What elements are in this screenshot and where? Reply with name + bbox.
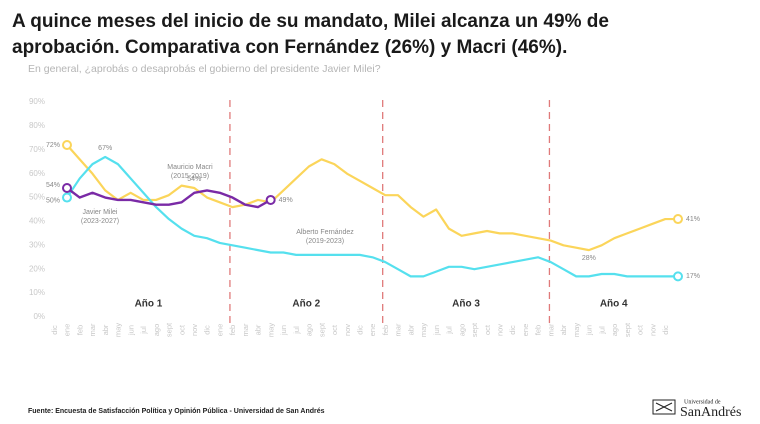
series-period: (2015-2019) [171,173,209,180]
series-name: Alberto Fernández [296,229,354,236]
value-label: 54% [46,182,60,189]
source: Fuente: Encuesta de Satisfacción Polític… [28,408,325,415]
series-period: (2019-2023) [306,238,344,245]
x-tick-label: ene [215,324,224,337]
logo-cross [655,402,673,412]
x-tick-label: oct [636,324,645,335]
y-tick-label: 30% [29,240,45,249]
x-tick-label: abr [254,324,263,335]
y-tick-label: 40% [29,217,45,226]
x-tick-label: ago [457,324,466,337]
series-line [66,155,678,278]
x-tick-label: feb [381,325,390,335]
x-tick-label: ago [152,324,161,337]
x-tick-label: feb [75,325,84,335]
value-label: 72% [46,142,60,149]
value-label: 17% [686,273,700,280]
logo: Universidad de SanAndrés [652,399,741,420]
y-tick-label: 60% [29,169,45,178]
x-tick-label: nov [648,324,657,336]
x-tick-label: dic [50,325,59,335]
x-tick-label: may [419,323,428,337]
x-tick-label: jun [126,325,135,336]
logo-text: Universidad de [684,399,721,405]
x-tick-label: sept [317,322,326,337]
value-label: 54% [187,176,201,183]
y-tick-label: 10% [29,288,45,297]
series-name: Mauricio Macri [167,164,213,171]
x-tick-label: nov [496,324,505,336]
end-point [673,214,683,225]
end-point [62,140,72,150]
x-tick-label: abr [559,324,568,335]
chart-subtitle: En general, ¿aprobás o desaprobás el gob… [28,63,381,75]
x-tick-label: jul [139,326,148,335]
x-tick-label: may [266,323,275,337]
x-tick-label: oct [330,324,339,335]
x-tick-label: jun [432,325,441,336]
x-tick-label: jul [445,326,454,335]
x-tick-label: sept [470,322,479,337]
chart-title: A quince meses del inicio de su mandato,… [12,11,609,32]
x-tick-label: jul [597,326,606,335]
value-label: 50% [46,197,60,204]
x-tick-label: oct [177,324,186,335]
x-tick-label: dic [661,325,670,335]
value-label: 28% [582,255,596,262]
x-tick-label: nov [190,324,199,336]
x-tick-label: ene [521,324,530,337]
end-point [62,192,72,203]
x-tick-label: may [572,323,581,337]
x-tick-label: mar [394,323,403,336]
period-label: Año 3 [452,299,480,310]
y-tick-label: 50% [29,193,45,202]
x-tick-label: ago [610,324,619,337]
x-tick-label: dic [508,325,517,335]
y-tick-label: 0% [33,312,45,321]
x-tick-label: sept [165,322,174,337]
series-name: Javier Milei [82,209,117,216]
y-tick-label: 20% [29,264,45,273]
value-label: 49% [279,197,293,204]
x-tick-label: ago [305,324,314,337]
x-tick-label: mar [241,323,250,336]
x-tick-label: mar [88,323,97,336]
x-tick-label: dic [203,325,212,335]
x-tick-label: oct [483,324,492,335]
x-tick-label: feb [228,325,237,335]
x-tick-label: ene [368,324,377,337]
x-tick-label: abr [101,324,110,335]
x-tick-label: jun [585,325,594,336]
x-tick-label: jul [292,326,301,335]
end-point [265,194,276,205]
value-label: 41% [686,216,700,223]
x-tick-label: mar [546,323,555,336]
x-tick-label: feb [534,325,543,335]
end-point [673,271,683,282]
x-tick-label: sept [623,322,632,337]
x-tick-label: dic [355,325,364,335]
value-label: 67% [98,145,112,152]
y-tick-label: 90% [29,97,45,106]
chart-title: aprobación. Comparativa con Fernández (2… [12,37,567,58]
period-label: Año 1 [135,299,163,310]
y-tick-label: 70% [29,145,45,154]
logo-text: SanAndrés [680,405,741,420]
end-point [62,183,72,193]
series-line [66,144,678,252]
period-label: Año 2 [292,299,320,310]
x-tick-label: nov [343,324,352,336]
x-tick-label: may [114,323,123,337]
series-line [66,187,272,209]
y-tick-label: 80% [29,121,45,130]
x-tick-label: jun [279,325,288,336]
logo-shield [652,399,676,415]
series-period: (2023-2027) [81,218,119,225]
x-tick-label: ene [63,324,72,337]
x-tick-label: abr [406,324,415,335]
period-label: Año 4 [600,299,628,310]
